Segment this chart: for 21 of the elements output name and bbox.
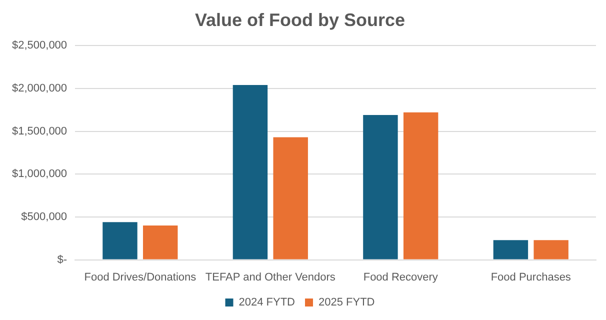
x-tick-label: TEFAP and Other Vendors: [205, 271, 336, 284]
y-tick-label: $1,000,000: [12, 168, 68, 180]
legend-label: 2025 FYTD: [318, 296, 375, 309]
chart-title: Value of Food by Source: [194, 10, 406, 30]
x-tick-label: Food Purchases: [490, 271, 572, 284]
bar: [363, 115, 398, 260]
bar: [493, 240, 528, 260]
bar: [273, 137, 308, 260]
bar: [102, 222, 138, 260]
y-tick-label: $1,500,000: [12, 125, 68, 138]
y-tick-label: $2,500,000: [12, 40, 68, 52]
legend-label: 2024 FYTD: [238, 296, 296, 309]
bar: [534, 240, 568, 260]
bar: [232, 85, 268, 260]
y-tick-label: $2,000,000: [12, 82, 68, 94]
y-tick-label: $500,000: [21, 210, 68, 223]
x-tick-label: Food Recovery: [363, 271, 438, 284]
y-tick-label: $-: [57, 254, 68, 266]
bar: [403, 112, 438, 260]
x-tick-label: Food Drives/Donations: [84, 271, 197, 284]
bar: [143, 226, 178, 260]
